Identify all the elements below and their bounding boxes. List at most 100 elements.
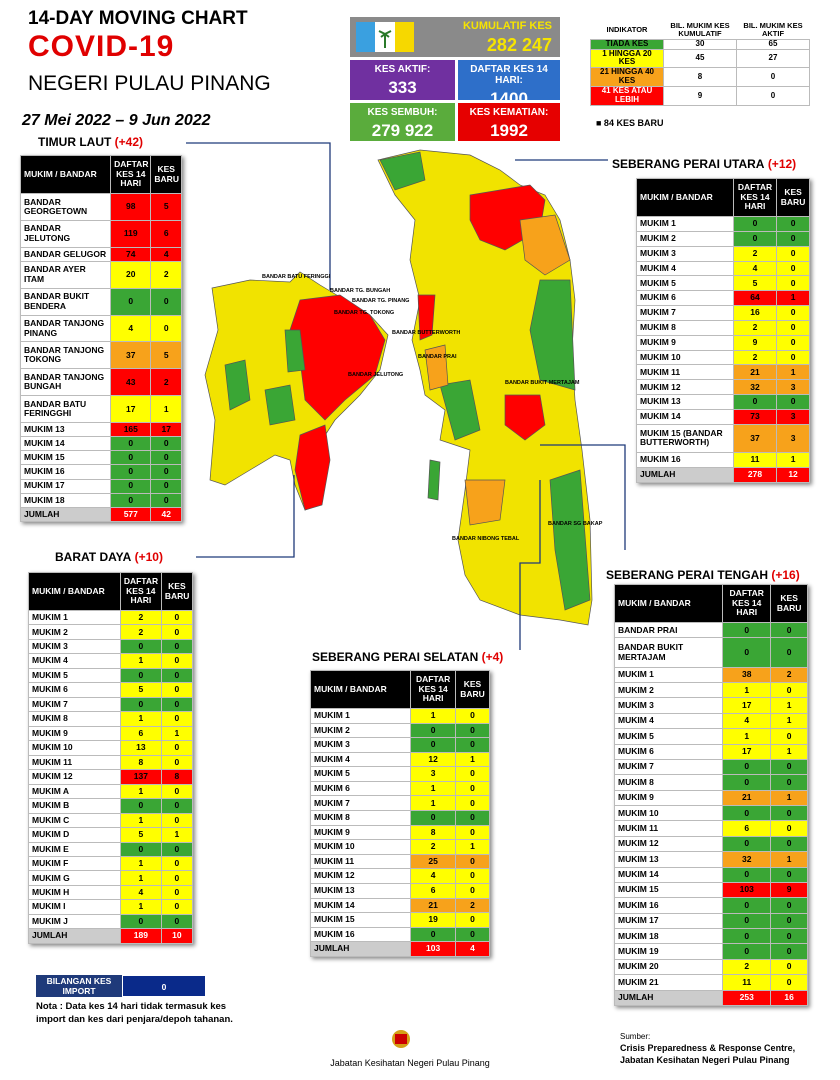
title-text: BARAT DAYA bbox=[55, 550, 132, 564]
cell: 1 bbox=[410, 708, 456, 724]
table-title: BARAT DAYA (+10) bbox=[55, 550, 163, 564]
cell: 3 bbox=[776, 423, 810, 454]
cell: 0 bbox=[160, 841, 194, 857]
cell: MUKIM H bbox=[28, 884, 121, 901]
cell: 4 bbox=[119, 884, 162, 901]
active-box: KES AKTIF: 333 bbox=[350, 60, 455, 100]
cell: 1 bbox=[150, 395, 182, 424]
row: MUKIM 16 11 1 bbox=[636, 452, 810, 468]
cell: 0 bbox=[722, 805, 772, 822]
cell: 0 bbox=[110, 464, 152, 480]
header-cell: MUKIM / BANDAR bbox=[19, 155, 112, 194]
daily-box: DAFTAR KES 14 HARI: 1400 bbox=[458, 60, 560, 108]
cell: 2 bbox=[732, 319, 778, 336]
cell: 37 bbox=[110, 341, 152, 370]
cell: 0 bbox=[776, 349, 810, 366]
cell: 103 bbox=[722, 881, 772, 899]
title-increment: (+16) bbox=[771, 568, 800, 582]
cell: MUKIM 11 bbox=[613, 820, 724, 837]
cell: 98 bbox=[110, 193, 152, 221]
table-title: TIMUR LAUT (+42) bbox=[38, 135, 143, 149]
table: MUKIM / BANDAR DAFTAR KES 14 HARI KES BARU… bbox=[636, 178, 810, 484]
header-cell: MUKIM / BANDAR bbox=[309, 670, 412, 709]
cell: 0 bbox=[736, 86, 810, 106]
cell: 9 bbox=[732, 334, 778, 351]
cell: 1 bbox=[722, 682, 772, 699]
cell: 0 bbox=[160, 913, 194, 930]
cell: MUKIM 12 bbox=[613, 835, 724, 853]
title-covid: COVID-19 bbox=[28, 30, 175, 63]
map-label: BANDAR BUTTERWORTH bbox=[392, 330, 460, 336]
cell: 0 bbox=[160, 696, 194, 713]
header-row: MUKIM / BANDAR DAFTAR KES 14 HARI KES BARU bbox=[613, 584, 808, 623]
cell: 1 bbox=[119, 812, 162, 829]
cell: 0 bbox=[119, 798, 162, 814]
header-row: MUKIM / BANDAR DAFTAR KES 14 HARI KES BARU bbox=[28, 572, 194, 611]
cell: MUKIM 12 bbox=[309, 868, 412, 884]
cell: MUKIM 3 bbox=[28, 638, 121, 655]
total-cell: 103 bbox=[410, 941, 456, 957]
table-title: SEBERANG PERAI SELATAN (+4) bbox=[312, 650, 503, 664]
row: 21 HINGGA 40 KES 8 0 bbox=[590, 67, 810, 88]
source: Crisis Preparedness & Response Centre, J… bbox=[620, 1043, 796, 1065]
header-row: MUKIM / BANDAR DAFTAR KES 14 HARI KES BARU bbox=[309, 670, 491, 709]
map-area bbox=[504, 394, 546, 441]
row: MUKIM 13 0 0 bbox=[636, 394, 810, 410]
import-value: 0 bbox=[122, 975, 206, 997]
cell: 1 bbox=[776, 452, 810, 468]
map-label: BANDAR SG BAKAP bbox=[548, 521, 603, 527]
map-area bbox=[224, 359, 251, 411]
connector bbox=[186, 142, 331, 290]
cell: 0 bbox=[770, 897, 808, 914]
cell: 8 bbox=[119, 754, 162, 771]
map-area bbox=[284, 329, 306, 373]
cell: 38 bbox=[722, 666, 772, 684]
cell: 2 bbox=[722, 958, 772, 976]
cell: 0 bbox=[160, 855, 194, 872]
cell: 0 bbox=[160, 870, 194, 886]
row: MUKIM 9 21 1 bbox=[613, 789, 808, 807]
cell: 1 bbox=[776, 290, 810, 307]
total-cell: 4 bbox=[454, 941, 491, 957]
row: MUKIM 15 0 0 bbox=[19, 450, 182, 466]
cell: BANDAR BUKIT MERTAJAM bbox=[613, 637, 724, 668]
total-cell: JUMLAH bbox=[309, 941, 412, 957]
cell: MUKIM 15 bbox=[613, 881, 724, 899]
row: MUKIM 11 25 0 bbox=[309, 853, 491, 870]
daily-label: DAFTAR KES 14 HARI: bbox=[470, 64, 548, 86]
cell: MUKIM 5 bbox=[613, 728, 724, 745]
header-cell: DAFTAR KES 14 HARI bbox=[119, 572, 162, 611]
cell: 1 bbox=[722, 728, 772, 745]
row: 41 KES ATAU LEBIH 9 0 bbox=[590, 86, 810, 106]
cell: 5 bbox=[732, 275, 778, 292]
cell: 6 bbox=[410, 882, 456, 899]
cell: 0 bbox=[150, 492, 182, 508]
cell: 0 bbox=[770, 820, 808, 837]
map-area bbox=[417, 294, 436, 341]
header-cell: MUKIM / BANDAR bbox=[28, 572, 121, 611]
cell: 37 bbox=[732, 423, 778, 454]
row: MUKIM 16 0 0 bbox=[19, 464, 182, 480]
cell: 0 bbox=[776, 305, 810, 321]
cell: 1 bbox=[770, 712, 808, 730]
cell: MUKIM 11 bbox=[28, 754, 121, 771]
district-table: MUKIM / BANDAR DAFTAR KES 14 HARI KES BARU… bbox=[19, 155, 182, 523]
row: MUKIM 17 0 0 bbox=[613, 912, 808, 930]
cell: 0 bbox=[454, 810, 491, 826]
row: MUKIM 14 73 3 bbox=[636, 408, 810, 425]
cell: 2 bbox=[410, 839, 456, 855]
cell: 11 bbox=[732, 452, 778, 468]
row: MUKIM 18 0 0 bbox=[19, 492, 182, 508]
cell: BANDAR BUKIT BENDERA bbox=[19, 287, 112, 316]
row: MUKIM 7 16 0 bbox=[636, 305, 810, 321]
cell: MUKIM 12 bbox=[636, 379, 734, 396]
cell: 0 bbox=[150, 436, 182, 452]
cell: 8 bbox=[410, 824, 456, 841]
